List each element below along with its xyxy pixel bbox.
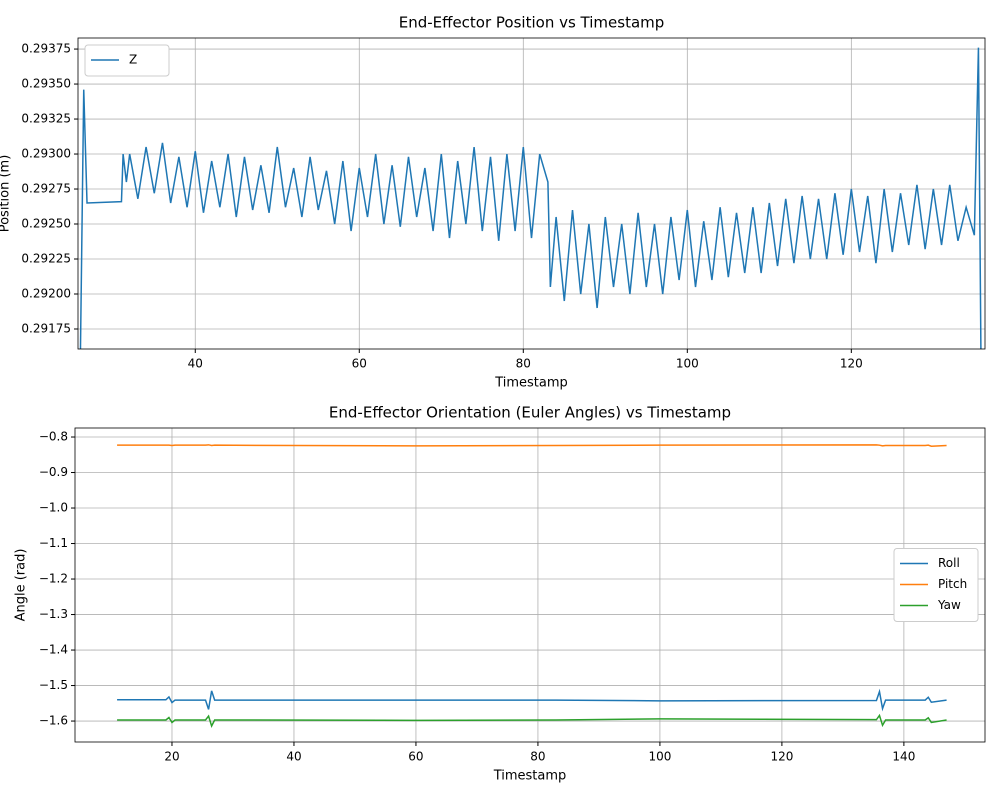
y-tick-label: −1.2 bbox=[39, 572, 68, 586]
y-tick-label: −1.0 bbox=[39, 501, 68, 515]
chart-title: End-Effector Orientation (Euler Angles) … bbox=[329, 404, 731, 422]
axes-frame bbox=[77, 37, 986, 350]
plot-area bbox=[78, 38, 985, 349]
x-tick-label: 100 bbox=[676, 357, 699, 371]
x-axis-label: Timestamp bbox=[494, 376, 568, 391]
legend-label: Pitch bbox=[938, 577, 967, 591]
y-axis-label: Angle (rad) bbox=[14, 549, 29, 622]
series-line bbox=[117, 713, 947, 729]
y-tick-label: 0.29275 bbox=[21, 182, 71, 196]
y-tick-label: −1.3 bbox=[39, 607, 68, 621]
y-tick-label: 0.29200 bbox=[21, 286, 71, 300]
x-tick-label: 120 bbox=[840, 357, 863, 371]
y-tick-label: 0.29225 bbox=[21, 252, 71, 266]
y-tick-label: −0.8 bbox=[39, 430, 68, 444]
legend-label: Yaw bbox=[937, 598, 961, 612]
x-tick-label: 100 bbox=[648, 750, 671, 764]
legend-box bbox=[893, 548, 979, 622]
x-tick-label: 40 bbox=[188, 357, 203, 371]
x-tick-label: 140 bbox=[892, 750, 915, 764]
series-line bbox=[79, 47, 982, 349]
y-tick-label: 0.29350 bbox=[21, 77, 71, 91]
y-tick-label: −1.6 bbox=[39, 714, 68, 728]
plot-area bbox=[75, 428, 985, 742]
y-tick-label: −0.9 bbox=[39, 465, 68, 479]
series-line bbox=[117, 444, 947, 448]
x-tick-label: 60 bbox=[408, 750, 423, 764]
x-tick-label: 20 bbox=[164, 750, 179, 764]
x-tick-label: 60 bbox=[352, 357, 367, 371]
y-tick-label: 0.29325 bbox=[21, 112, 71, 126]
x-tick-label: 80 bbox=[530, 750, 545, 764]
x-tick-label: 120 bbox=[770, 750, 793, 764]
y-axis-label: Position (m) bbox=[0, 155, 13, 233]
legend-label: Z bbox=[129, 53, 137, 67]
y-tick-label: 0.29250 bbox=[21, 217, 71, 231]
series-line bbox=[117, 688, 947, 712]
x-axis-label: Timestamp bbox=[493, 769, 567, 784]
legend-box bbox=[84, 44, 170, 77]
y-tick-label: 0.29375 bbox=[21, 42, 71, 56]
y-tick-label: 0.29300 bbox=[21, 147, 71, 161]
y-tick-label: −1.4 bbox=[39, 643, 68, 657]
y-tick-label: −1.1 bbox=[39, 536, 68, 550]
y-tick-label: 0.29175 bbox=[21, 321, 71, 335]
legend-label: Roll bbox=[938, 556, 960, 570]
x-tick-label: 80 bbox=[516, 357, 531, 371]
y-tick-label: −1.5 bbox=[39, 678, 68, 692]
chart-title: End-Effector Position vs Timestamp bbox=[399, 14, 665, 32]
x-tick-label: 40 bbox=[286, 750, 301, 764]
axes-frame bbox=[74, 427, 986, 743]
